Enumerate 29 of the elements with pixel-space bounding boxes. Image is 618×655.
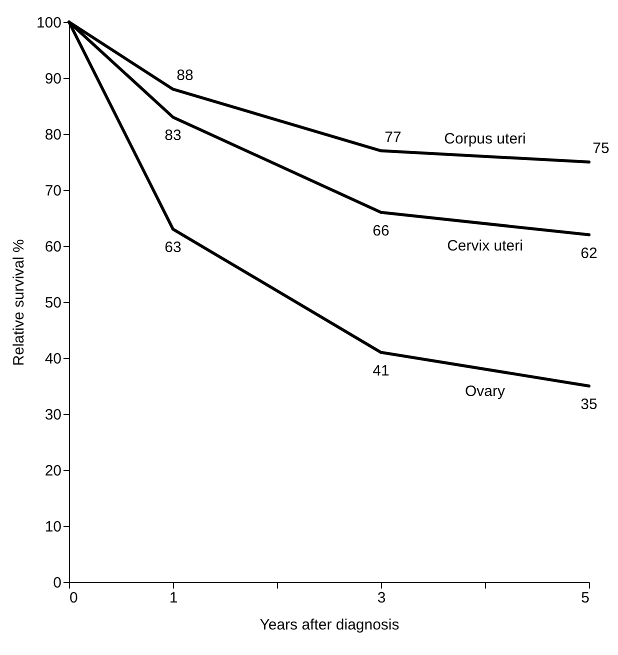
series-label: Ovary	[464, 383, 506, 400]
y-tick-label: 60	[44, 238, 62, 256]
data-label: 88	[176, 67, 194, 84]
data-label: 63	[164, 239, 182, 256]
y-tick-label: 80	[44, 126, 62, 144]
series-label: Cervix uteri	[447, 238, 523, 255]
data-label: 75	[592, 140, 610, 157]
y-tick-label: 40	[44, 350, 62, 368]
data-label: 35	[580, 396, 598, 413]
data-label: 66	[372, 222, 390, 240]
y-axis-title: Relative survival %	[10, 239, 28, 366]
y-tick-label: 90	[44, 70, 62, 88]
x-tick-label: 0	[70, 590, 78, 606]
x-tick-label: 1	[169, 590, 178, 606]
y-tick-label: 30	[44, 406, 62, 424]
data-label: 83	[164, 127, 182, 144]
y-tick-label: 0	[53, 574, 62, 592]
x-axis-title: Years after diagnosis	[260, 616, 400, 634]
x-tick-label: 5	[581, 590, 590, 606]
y-tick-label: 50	[44, 294, 62, 312]
series-label: Corpus uteri	[444, 130, 526, 148]
x-tick-label: 3	[377, 590, 386, 606]
data-label: 41	[372, 362, 390, 380]
y-tick-label: 10	[44, 518, 62, 536]
y-tick-label: 100	[36, 14, 62, 32]
y-tick-label: 20	[44, 462, 62, 480]
y-tick-label: 70	[44, 182, 62, 200]
data-label: 77	[384, 128, 402, 146]
data-label: 62	[580, 244, 598, 262]
